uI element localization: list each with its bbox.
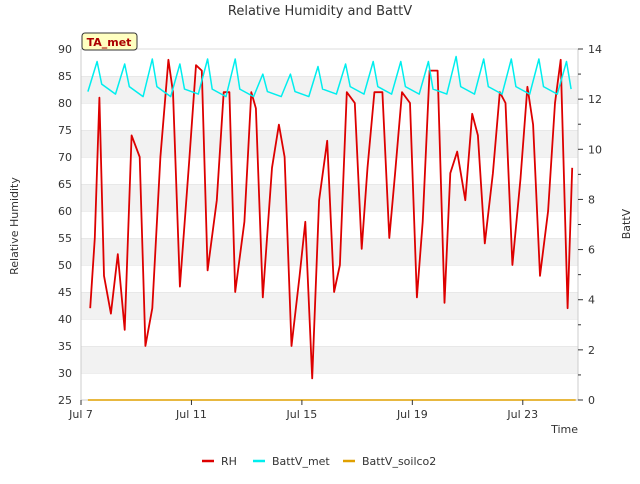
series-line-rh [89,58,574,380]
y-tick-label: 85 [58,70,72,83]
series-layer [87,55,576,401]
y2-axis-label: BattV [620,208,633,239]
grid-band [81,346,578,373]
grid-band [81,319,578,346]
y-tick-label: 80 [58,97,72,110]
y-tick-label: 60 [58,205,72,218]
x-tick-label: Jul 23 [506,408,538,421]
chart-title: Relative Humidity and BattV [228,4,412,19]
legend-label: BattV_met [272,455,330,468]
grid-band [81,265,578,292]
grid-band [81,103,578,130]
grid-band [81,211,578,238]
grid-band [81,373,578,400]
y-tick-label: 65 [58,178,72,191]
y2-tick-label: 14 [588,43,602,56]
y2-tick-label: 8 [588,193,595,206]
y2-tick-label: 2 [588,344,595,357]
left-axis: 25 30 35 40 45 50 55 60 65 70 75 80 85 90 [58,43,72,407]
x-tick-label: Jul 11 [175,408,207,421]
x-tick-label: Jul 7 [68,408,93,421]
annotation-badge: TA_met [81,32,138,51]
x-axis: Jul 7 Jul 11 Jul 15 Jul 19 Jul 23 [68,400,538,421]
y-tick-label: 90 [58,43,72,56]
y-tick-label: 75 [58,124,72,137]
annotation-label: TA_met [87,36,132,49]
grid-band [81,238,578,265]
y-axis-label: Relative Humidity [8,177,21,275]
y2-tick-label: 12 [588,93,602,106]
y-tick-label: 30 [58,367,72,380]
y-tick-label: 55 [58,232,72,245]
legend: RH BattV_met BattV_soilco2 [202,455,436,468]
y2-tick-label: 10 [588,143,602,156]
x-tick-label: Jul 15 [286,408,318,421]
grid-band [81,130,578,157]
legend-item: RH [202,455,237,468]
grid-band [81,49,578,76]
y2-tick-label: 6 [588,244,595,257]
legend-label: BattV_soilco2 [362,455,436,468]
y-tick-label: 25 [58,394,72,407]
series-line-battv-met [87,55,572,98]
y-tick-label: 70 [58,151,72,164]
y-tick-label: 35 [58,340,72,353]
legend-item: BattV_met [253,455,330,468]
x-tick-label: Jul 19 [396,408,428,421]
y2-tick-label: 0 [588,394,595,407]
y-tick-label: 50 [58,259,72,272]
legend-label: RH [221,455,237,468]
right-axis: 0 2 4 6 8 10 12 14 [578,43,602,407]
y2-tick-label: 4 [588,294,595,307]
legend-item: BattV_soilco2 [343,455,436,468]
y-tick-label: 40 [58,313,72,326]
y-tick-label: 45 [58,286,72,299]
grid-band [81,292,578,319]
x-axis-label: Time [550,423,578,436]
grid-bands [81,48,578,400]
